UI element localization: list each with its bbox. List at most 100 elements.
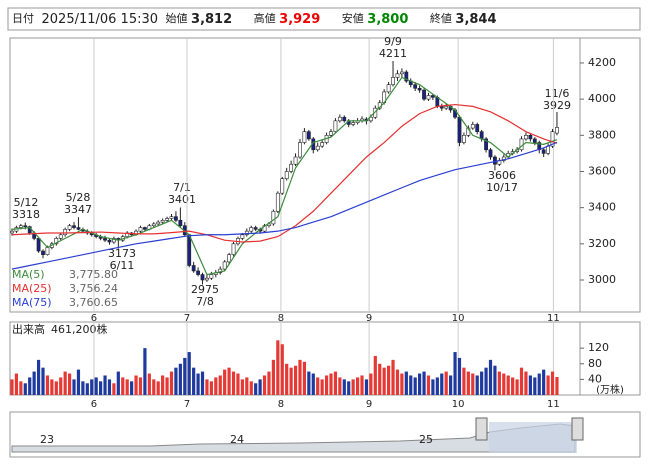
volume-bar [125,379,129,395]
volume-bar [249,381,253,395]
volume-bar [409,375,413,395]
annotation: 10/17 [486,181,518,194]
volume-bar [50,379,54,395]
candle-body [493,156,497,165]
volume-bar [152,379,156,395]
candle-body [550,131,555,147]
candle-body [439,106,444,109]
annotation: 3347 [64,203,92,216]
volume-bar [355,377,360,395]
volume-bar [395,369,400,395]
volume-bar [338,377,342,395]
navigator-handle[interactable] [475,417,488,441]
volume-bar [400,373,404,395]
candle-body [391,77,395,85]
volume-bar [276,340,280,395]
volume-bar [28,377,32,395]
candle-body [23,225,28,228]
label: 出来高 [12,322,45,336]
volume-bar [161,375,165,395]
candle-body [462,135,466,143]
volume-bar [116,371,120,395]
x-tick-label: 11 [547,399,560,410]
candle-body [351,122,356,125]
volume-bar [267,371,271,395]
navigator-window[interactable] [489,422,577,453]
annotation: 3318 [12,208,40,221]
volume-bar [484,367,488,395]
volume-bar [382,367,386,395]
volume-bar [59,377,63,395]
candle-body [196,270,200,275]
volume-bar [36,359,41,395]
candle-body [302,131,307,143]
volume-bar [511,377,515,395]
candle-body [222,261,227,270]
volume-bar [23,383,27,395]
candle-body [320,142,325,147]
volume-bar [143,348,147,395]
candle-body [156,221,161,225]
volume-bar [298,359,302,395]
annotation: 5/28 [66,191,91,204]
volume-bar [174,367,178,395]
candle-body [205,277,209,281]
volume-bar [196,373,200,395]
header-box [7,7,641,31]
header: 日付 2025/11/06 15:30 始値 3,812 高値 3,929 安値… [12,11,497,27]
y-tick-label: 3400 [588,201,616,214]
ma-line [11,76,558,276]
candle-body [107,239,112,243]
label: 始値 [166,11,188,25]
legend: MA(5) 3,775.80 MA(25) 3,756.24 MA(75) 3,760.6… [12,268,118,309]
legend-value: 3,775.80 [69,268,118,281]
y-tick-label: 80 [588,357,602,370]
candle-body [342,116,347,122]
candle-body [240,234,245,239]
volume-bar [497,371,501,395]
navigator-label: 24 [230,433,244,446]
y-tick-label: 4200 [588,56,616,69]
annotation: 2975 [191,283,219,296]
ma-line [11,141,558,270]
candle-body [160,220,165,223]
candle-body [289,163,294,172]
annotations: 5/12 3318 5/28 3347 3173 6/11 7/1 3401 2… [12,35,571,308]
candle-body [284,171,289,180]
volume-bar [107,379,112,395]
volume-bar [480,371,484,395]
x-tick-label: 11 [547,313,560,324]
candle-body [532,138,537,143]
volume-bar [351,379,355,395]
legend-value: 3,756.24 [69,282,118,295]
low: 3,800 [367,12,408,27]
candle-body [191,265,196,272]
y-tick-label: 4000 [588,92,616,105]
candle-body [306,131,311,140]
candle-body [488,149,493,158]
candle-body [386,84,391,93]
annotation: 11/6 [545,87,570,100]
label: 終値 [430,11,452,25]
navigator-handle[interactable] [571,417,584,441]
legend-name: MA(5) [12,268,45,281]
label: 日付 [12,12,34,25]
candle-body [457,116,462,143]
candle-body [174,216,178,221]
legend-name: MA(75) [12,296,52,309]
annotation: 3929 [543,99,571,112]
volume-bar [519,367,524,395]
legend-value: 3,760.65 [69,296,118,309]
candle-body [426,95,431,100]
volume-bar [316,377,320,395]
volume-bar [81,381,85,395]
candle-body [333,120,338,132]
volume-bar [112,383,116,395]
volume-bar [471,373,475,395]
volume-bar [32,371,36,395]
candle-body [72,225,76,228]
candle-body [280,178,285,194]
candle-body [54,238,59,245]
candle-body [76,227,81,230]
candle-body [187,234,192,266]
